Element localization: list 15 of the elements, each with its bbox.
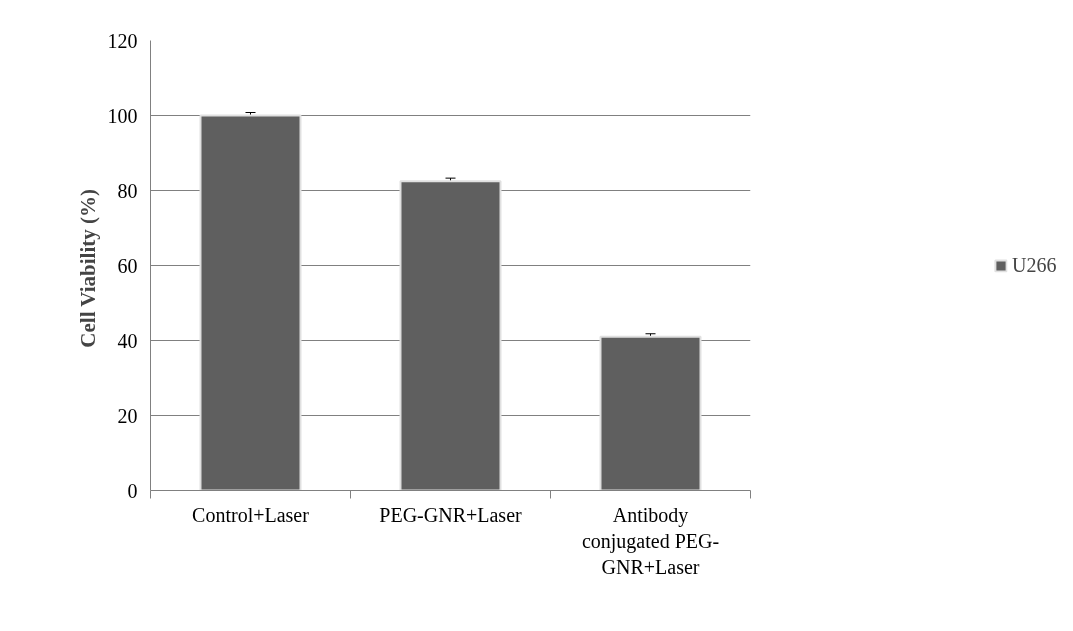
x-tick-label: PEG-GNR+Laser (379, 503, 523, 526)
y-tick-label: 60 (117, 254, 138, 277)
y-tick-label: 0 (127, 479, 138, 502)
x-tick-label: Control+Laser (192, 503, 310, 526)
x-tick-label: Antibody conjugated PEG-GNR+Laser (581, 503, 720, 579)
y-tick-label: 80 (117, 179, 138, 202)
y-tick-label: 100 (107, 104, 138, 127)
legend-label: U266 (1012, 253, 1058, 277)
bar (199, 114, 302, 491)
y-tick-label: 40 (117, 329, 138, 352)
bar (399, 180, 502, 491)
bar (599, 335, 702, 491)
y-axis-title: Cell Viability (%) (75, 188, 100, 348)
y-tick-label: 120 (107, 29, 138, 52)
y-tick-label: 20 (117, 404, 138, 427)
